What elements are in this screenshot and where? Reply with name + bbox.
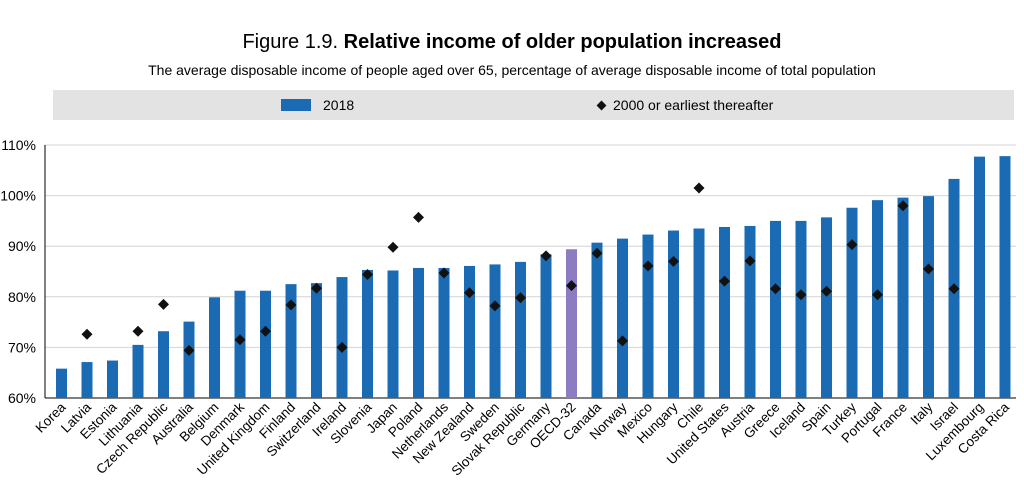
figure-title: Relative income of older population incr… <box>343 31 782 53</box>
bar <box>464 265 475 398</box>
bar <box>285 284 297 398</box>
marker-2000 <box>464 287 475 299</box>
marker-2000 <box>311 282 322 294</box>
marker-2000 <box>540 250 552 262</box>
marker-2000 <box>413 211 424 223</box>
bar <box>362 269 373 398</box>
marker-2000 <box>642 260 654 272</box>
markers <box>81 182 960 356</box>
y-tick-label: 90% <box>8 238 36 254</box>
y-tick-label: 70% <box>8 339 36 355</box>
marker-2000 <box>387 241 399 253</box>
bar <box>566 249 577 398</box>
marker-2000 <box>285 299 297 311</box>
bar <box>617 238 628 398</box>
bar <box>719 226 730 398</box>
marker-2000 <box>132 325 144 337</box>
y-tick-label: 110% <box>1 137 36 153</box>
bar <box>897 197 909 398</box>
bar <box>770 220 781 398</box>
marker-2000 <box>336 341 348 353</box>
bar <box>795 220 807 398</box>
marker-2000 <box>693 182 705 194</box>
legend-item-2000: 2000 or earliest thereafter <box>596 97 774 113</box>
marker-2000 <box>744 255 756 267</box>
marker-2000 <box>872 289 883 301</box>
figure-label: Figure 1.9. <box>242 31 339 53</box>
bar <box>515 261 526 398</box>
y-axis: 60% 70% 80% 90% 100% 110% <box>0 137 36 406</box>
bar <box>999 156 1011 398</box>
marker-2000 <box>362 269 373 281</box>
bar <box>438 267 450 398</box>
marker-2000 <box>515 292 526 304</box>
legend-bar-swatch <box>281 99 311 111</box>
chart-title: Figure 1.9. Relative income of older pop… <box>0 30 1024 54</box>
bar <box>260 290 271 398</box>
marker-2000 <box>81 328 93 340</box>
y-tick-label: 80% <box>8 289 36 305</box>
bar <box>693 228 705 398</box>
bar <box>974 156 985 398</box>
marker-2000 <box>923 263 934 275</box>
bars <box>56 156 1011 398</box>
chart-subtitle: The average disposable income of people … <box>148 62 876 78</box>
marker-2000 <box>260 325 271 337</box>
bar <box>132 344 144 398</box>
y-tick-label: 100% <box>0 188 36 204</box>
marker-2000 <box>770 283 781 295</box>
marker-2000 <box>846 239 858 251</box>
bar <box>387 270 399 398</box>
legend-marker-label: 2000 or earliest thereafter <box>613 97 774 113</box>
bar <box>489 264 501 398</box>
marker-2000 <box>489 300 501 312</box>
marker-2000 <box>183 344 195 356</box>
marker-2000 <box>158 298 169 310</box>
bar <box>591 242 603 398</box>
marker-2000 <box>566 280 577 292</box>
y-tick-label: 60% <box>8 390 36 406</box>
marker-2000 <box>591 247 603 259</box>
bar <box>56 368 67 398</box>
bar <box>209 297 220 398</box>
marker-2000 <box>897 200 909 212</box>
bar <box>923 196 934 398</box>
bar <box>311 283 322 398</box>
bar <box>821 217 832 398</box>
marker-2000 <box>234 334 246 346</box>
bar <box>744 225 756 398</box>
bar <box>668 230 679 398</box>
bar <box>642 234 654 398</box>
marker-2000 <box>795 289 807 301</box>
bar <box>158 331 169 398</box>
bar <box>540 254 552 398</box>
marker-2000 <box>438 267 450 279</box>
bar <box>846 207 858 398</box>
bar <box>81 362 93 398</box>
legend-item-2018: 2018 <box>281 97 354 113</box>
legend: 2018 2000 or earliest thereafter <box>53 90 1014 120</box>
bar <box>107 360 118 398</box>
bar <box>336 277 348 398</box>
bar <box>413 267 424 398</box>
legend-bar-label: 2018 <box>323 97 355 113</box>
marker-2000 <box>719 275 730 287</box>
marker-2000 <box>617 335 628 347</box>
bar <box>183 321 195 398</box>
marker-2000 <box>948 283 960 295</box>
marker-2000 <box>668 255 679 267</box>
marker-2000 <box>821 285 832 297</box>
